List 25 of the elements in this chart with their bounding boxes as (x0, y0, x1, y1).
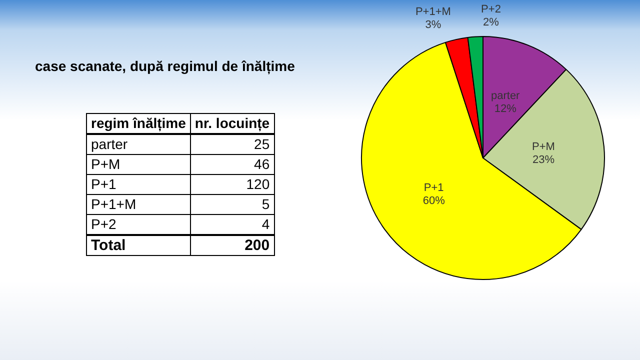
text: Total (86, 235, 190, 256)
data-label: 2% (483, 16, 500, 28)
slice-label: parter (490, 90, 520, 102)
category-label: P+2 (86, 214, 190, 235)
data-label: 23% (532, 154, 555, 166)
text: regim înălțime (86, 114, 190, 134)
data-label: 60% (422, 195, 446, 208)
text: 200 (244, 237, 270, 254)
category-label: parter (86, 134, 190, 154)
slice-label: P+1 (424, 182, 444, 194)
category-label: P+1 (86, 174, 190, 194)
data-label: 25 (190, 134, 274, 154)
slice-label: P+M (532, 140, 555, 153)
text: case scanate, după regimul de înălțime (35, 58, 295, 74)
data-label: 3% (425, 19, 442, 32)
data-label: 12% (494, 103, 517, 116)
data-label: 46 (190, 154, 274, 174)
data-label: 120 (190, 174, 274, 194)
text: nr. locuințe (190, 114, 274, 134)
slice-label: P+1+M (415, 6, 451, 18)
slice-label: P+2 (481, 3, 501, 16)
data-label: 5 (190, 194, 274, 214)
data-label: 4 (190, 214, 274, 235)
category-label: P+M (86, 154, 190, 174)
category-label: P+1+M (86, 194, 190, 214)
